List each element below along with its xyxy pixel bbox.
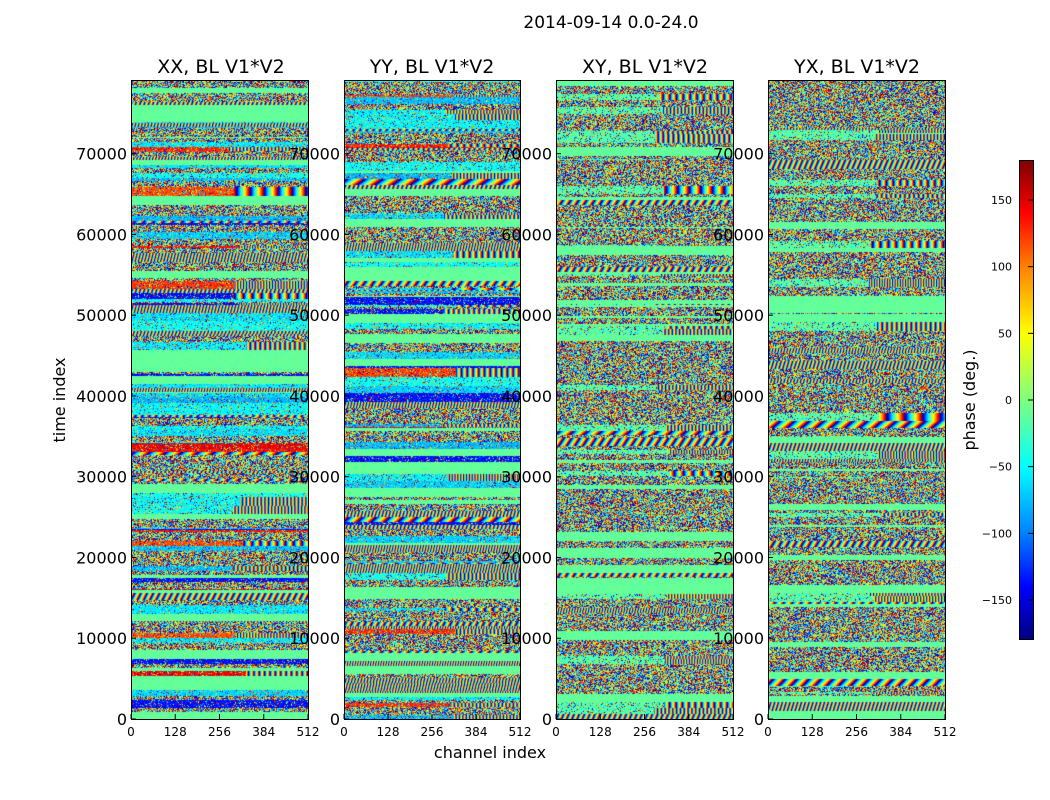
y-tick-label: 60000 <box>289 225 340 244</box>
y-tick-label: 30000 <box>289 468 340 487</box>
panel-yx: YX, BL V1*V2 0 10000 20000 30000 40000 50000 6… <box>713 56 956 739</box>
y-tick-label: 70000 <box>713 145 764 164</box>
y-tick-label: 70000 <box>76 145 127 164</box>
y-tick-label: 20000 <box>76 548 127 567</box>
y-tick-label: 10000 <box>76 629 127 648</box>
plot-frame <box>556 80 734 720</box>
y-tick-label: 60000 <box>76 225 127 244</box>
colorbar: −150 −100 −50 0 50 100 150 phase (deg.) <box>960 160 1034 640</box>
panel-xx: XX, BL V1*V2 0 10000 20000 30000 40000 50000 6… <box>76 56 319 739</box>
heatmap-xy <box>557 81 733 719</box>
colorbar-tick-label: −50 <box>989 461 1012 474</box>
y-tick-label: 40000 <box>76 387 127 406</box>
y-tick-label: 0 <box>754 710 764 729</box>
colorbar-label: phase (deg.) <box>960 349 979 450</box>
y-ticks: 0 10000 20000 30000 40000 50000 60000 70000 <box>289 145 349 729</box>
y-axis-label: time index <box>50 357 69 442</box>
y-tick-label: 40000 <box>289 387 340 406</box>
y-tick-label: 50000 <box>289 306 340 325</box>
x-tick-label: 512 <box>297 725 320 739</box>
y-tick-label: 10000 <box>713 629 764 648</box>
y-tick-label: 50000 <box>713 306 764 325</box>
figure-suptitle: 2014-09-14 0.0-24.0 <box>523 13 698 33</box>
panel-xy: XY, BL V1*V2 0 10000 20000 30000 40000 50000 6… <box>501 56 744 739</box>
y-ticks: 0 10000 20000 30000 40000 50000 60000 70000 <box>76 145 136 729</box>
x-tick-label: 0 <box>552 725 560 739</box>
x-tick-label: 384 <box>677 725 700 739</box>
x-tick-label: 512 <box>934 725 957 739</box>
heatmap-yx <box>769 81 945 719</box>
y-tick-label: 70000 <box>289 145 340 164</box>
x-tick-label: 0 <box>127 725 135 739</box>
heatmap-xx <box>132 81 308 719</box>
y-ticks: 0 10000 20000 30000 40000 50000 60000 70000 <box>501 145 561 729</box>
colorbar-tick-label: 150 <box>991 194 1012 207</box>
panel-title: XX, BL V1*V2 <box>157 56 284 78</box>
panel-title: YY, BL V1*V2 <box>369 56 495 78</box>
x-tick-label: 256 <box>845 725 868 739</box>
x-tick-label: 0 <box>340 725 348 739</box>
x-tick-label: 256 <box>633 725 656 739</box>
y-tick-label: 20000 <box>501 548 552 567</box>
y-tick-label: 0 <box>117 710 127 729</box>
x-tick-label: 384 <box>252 725 275 739</box>
x-axis-label: channel index <box>434 743 546 762</box>
colorbar-ticks: −150 −100 −50 0 50 100 150 <box>982 194 1033 607</box>
x-tick-label: 256 <box>208 725 231 739</box>
x-tick-label: 384 <box>465 725 488 739</box>
x-tick-label: 128 <box>801 725 824 739</box>
x-tick-label: 128 <box>164 725 187 739</box>
plot-frame <box>768 80 946 720</box>
plot-frame <box>131 80 309 720</box>
x-tick-label: 384 <box>889 725 912 739</box>
y-tick-label: 60000 <box>713 225 764 244</box>
x-tick-label: 128 <box>377 725 400 739</box>
x-tick-label: 256 <box>421 725 444 739</box>
y-tick-label: 30000 <box>76 468 127 487</box>
y-tick-label: 20000 <box>289 548 340 567</box>
x-ticks: 0 128 256 384 512 <box>340 714 531 739</box>
colorbar-tick-label: −150 <box>982 594 1012 607</box>
x-ticks: 0 128 256 384 512 <box>127 714 319 739</box>
panel-yy: YY, BL V1*V2 0 10000 20000 30000 40000 50000 6… <box>289 56 531 739</box>
colorbar-tick-label: −100 <box>982 527 1012 540</box>
x-tick-label: 512 <box>509 725 532 739</box>
plot-frame <box>344 80 521 720</box>
x-tick-label: 512 <box>722 725 745 739</box>
y-tick-label: 50000 <box>76 306 127 325</box>
colorbar-tick-label: 100 <box>991 261 1012 274</box>
y-ticks: 0 10000 20000 30000 40000 50000 60000 70000 <box>713 145 773 729</box>
y-tick-label: 20000 <box>713 548 764 567</box>
y-tick-label: 10000 <box>501 629 552 648</box>
y-tick-label: 30000 <box>501 468 552 487</box>
y-tick-label: 10000 <box>289 629 340 648</box>
x-tick-label: 128 <box>589 725 612 739</box>
y-tick-label: 40000 <box>501 387 552 406</box>
y-tick-label: 60000 <box>501 225 552 244</box>
panel-title: XY, BL V1*V2 <box>582 56 708 78</box>
panel-title: YX, BL V1*V2 <box>793 56 920 78</box>
y-tick-label: 30000 <box>713 468 764 487</box>
y-tick-label: 70000 <box>501 145 552 164</box>
y-tick-label: 0 <box>542 710 552 729</box>
colorbar-gradient <box>1019 160 1034 640</box>
colorbar-tick-label: 0 <box>1005 394 1012 407</box>
x-ticks: 0 128 256 384 512 <box>764 714 956 739</box>
colorbar-tick-label: 50 <box>998 327 1012 340</box>
y-tick-label: 40000 <box>713 387 764 406</box>
x-tick-label: 0 <box>764 725 772 739</box>
x-ticks: 0 128 256 384 512 <box>552 714 744 739</box>
heatmap-yy <box>345 81 520 719</box>
y-tick-label: 0 <box>330 710 340 729</box>
y-tick-label: 50000 <box>501 306 552 325</box>
